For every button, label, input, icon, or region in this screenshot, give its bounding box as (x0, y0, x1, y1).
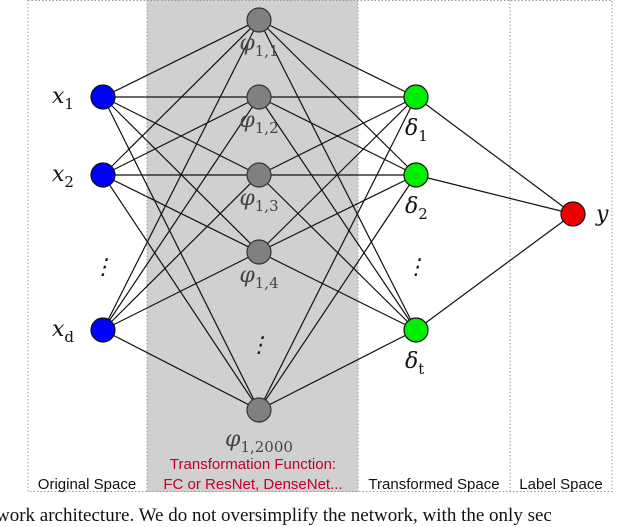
region-borders (27, 0, 613, 492)
edge (102, 251, 260, 331)
edge (102, 96, 260, 331)
node-label: φ1,2000 (225, 427, 293, 456)
edge (415, 96, 574, 215)
transformed-node (403, 84, 429, 110)
input-node (90, 317, 116, 343)
transformed-node (403, 162, 429, 188)
edge (102, 19, 260, 176)
region-label-label: Label Space (519, 476, 602, 493)
edge (102, 19, 260, 331)
region-label-transform-line1: Transformation Function: (170, 456, 336, 473)
hidden-node (246, 397, 272, 423)
edge (102, 174, 260, 411)
hidden-node (246, 7, 272, 33)
edge (102, 96, 260, 176)
ellipsis: ⋮ (92, 255, 114, 280)
output-node (560, 201, 586, 227)
connections (102, 19, 574, 411)
input-node (90, 162, 116, 188)
figure-caption: work architecture. We do not oversimplif… (0, 505, 552, 526)
ellipsis: ⋮ (405, 255, 427, 280)
edge (258, 96, 417, 411)
transformed-node (403, 317, 429, 343)
edge (258, 96, 417, 253)
node-label: δ2 (405, 194, 428, 223)
node-label: x2 (52, 162, 74, 191)
region-label-transform-line2: FC or ResNet, DenseNet... (163, 476, 342, 493)
edge (258, 174, 417, 253)
node-label: φ1,3 (239, 186, 278, 215)
node-label: φ1,2 (239, 108, 278, 137)
node-label: x1 (52, 84, 74, 113)
node-label: y (595, 202, 609, 227)
edge (258, 19, 417, 98)
edge (258, 251, 417, 331)
node-label: φ1,1 (239, 31, 278, 60)
node-label: δt (405, 349, 424, 378)
edge (415, 174, 574, 215)
region-label-original: Original Space (38, 476, 136, 493)
region-label-transformed: Transformed Space (368, 476, 499, 493)
hidden-node (246, 162, 272, 188)
hidden-node (246, 239, 272, 265)
node-label: φ1,4 (239, 263, 278, 292)
edge (258, 96, 417, 176)
edge (102, 19, 260, 98)
input-node (90, 84, 116, 110)
ellipsis: ⋮ (248, 333, 270, 358)
edge (258, 329, 417, 411)
edge (415, 213, 574, 331)
node-label: δ1 (405, 116, 428, 145)
node-label: xd (52, 317, 74, 346)
hidden-node (246, 84, 272, 110)
edge (102, 174, 260, 331)
edge (102, 329, 260, 411)
edge (258, 174, 417, 411)
